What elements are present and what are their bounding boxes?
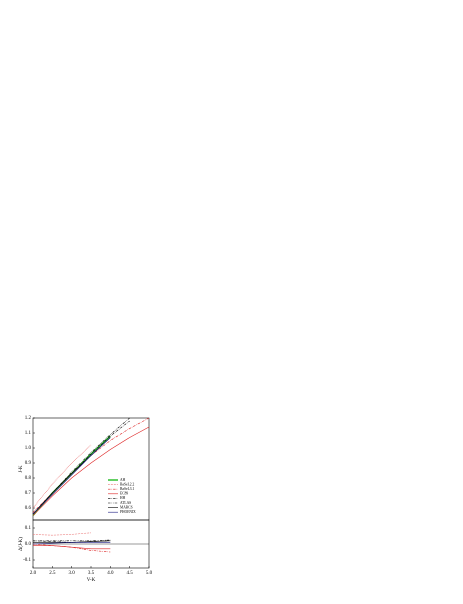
y-tick-label: 0.0 [25,542,32,547]
series-line [32,543,111,553]
legend-label: HH [120,496,126,500]
series-line [32,444,92,509]
y-tick-label: 0.7 [25,491,32,496]
legend-label: BaSeL2.2 [120,482,134,486]
legend-label: EC89 [120,492,128,496]
x-tick-label: 2.5 [49,571,56,576]
y-axis-label: Δ(J-K) [19,537,24,551]
x-tick-label: 3.0 [69,571,76,576]
x-tick-label: 5.0 [146,571,153,576]
x-tick-label: 3.5 [88,571,95,576]
y-tick-label: 1.2 [25,416,32,421]
legend-label: AH [120,478,126,482]
series-line [32,420,130,515]
series-line [32,437,111,515]
series-line [32,532,92,536]
legend-label: BaSeL3.1 [120,487,134,491]
y-tick-label: -0.1 [23,558,31,563]
x-axis-label: V-K [87,578,96,583]
x-tick-label: 2.0 [30,571,37,576]
series-line [33,545,111,550]
y-tick-label: 0.9 [25,461,32,466]
legend-label: ATLAS [120,501,131,505]
series-line [32,426,150,516]
y-tick-label: 0.8 [25,476,32,481]
series-line [33,539,111,542]
legend-label: MARCS [120,505,133,509]
x-tick-label: 4.5 [127,571,134,576]
x-tick-label: 4.0 [107,571,114,576]
legend-label: PHOENIX [120,510,136,514]
y-tick-label: 0.1 [25,526,32,531]
series-line [32,542,111,545]
y-axis-label: J-K [19,465,24,473]
y-tick-label: 1.1 [25,431,32,436]
y-tick-label: 0.6 [25,506,32,511]
y-tick-label: 1.0 [25,446,32,451]
